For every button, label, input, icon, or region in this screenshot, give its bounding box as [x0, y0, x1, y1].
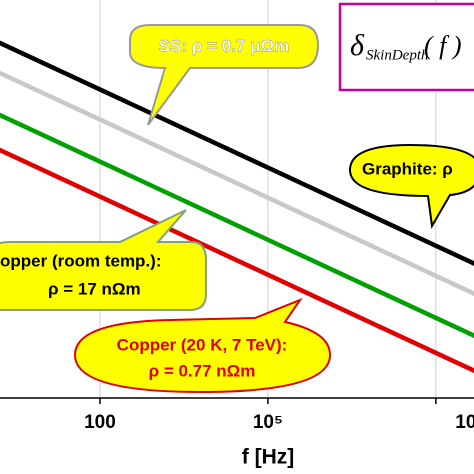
callout-graphite — [348, 143, 474, 230]
callout-text: SS: ρ = 0.7 μΩm — [159, 36, 289, 55]
callout-text: ρ = 0.77 nΩm — [149, 361, 256, 380]
callout-text: opper (room temp.): — [0, 251, 162, 270]
x-tick-label: 10⁵ — [253, 412, 283, 433]
series-lines — [0, 40, 474, 374]
callout-ss — [129, 24, 320, 126]
callout-text: Copper (20 K, 7 TeV): — [117, 335, 288, 354]
series-line — [0, 147, 474, 374]
callout-text: Graphite: ρ — [362, 159, 453, 178]
x-tick-label: 100 — [84, 412, 116, 433]
series-line — [0, 40, 474, 266]
callout-text: ρ = 17 nΩm — [48, 279, 141, 298]
x-axis-label: f [Hz] — [242, 446, 294, 469]
formula-symbol: δ — [350, 29, 365, 62]
x-tick-label: 10 — [455, 412, 474, 433]
formula-argument: ( f ) — [424, 31, 462, 60]
series-line — [0, 112, 474, 339]
callout-copper-room — [0, 209, 207, 311]
callout-copper-20k — [73, 297, 332, 394]
formula-subscript: SkinDepth — [366, 47, 428, 63]
formula-box — [338, 2, 474, 92]
series-line — [0, 70, 474, 297]
x-ticks: 100 10⁵ 10 — [84, 398, 474, 433]
